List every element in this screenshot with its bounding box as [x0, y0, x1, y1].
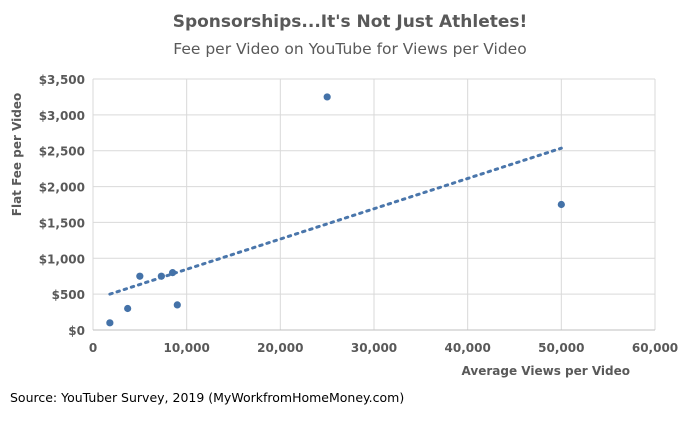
- y-tick-label: $3,500: [39, 73, 85, 87]
- y-tick-label: $0: [68, 324, 85, 338]
- data-point: [173, 301, 181, 309]
- data-point: [557, 200, 565, 209]
- x-tick-label: 10,000: [164, 341, 210, 355]
- y-tick-label: $500: [52, 288, 85, 302]
- x-tick-label: 60,000: [632, 341, 678, 355]
- y-tick-label: $2,500: [39, 145, 85, 159]
- data-point: [106, 319, 114, 327]
- x-tick-label: 40,000: [445, 341, 491, 355]
- x-axis-label: Average Views per Video: [462, 364, 630, 378]
- data-point: [136, 272, 144, 280]
- trendline: [108, 146, 563, 296]
- x-tick-label: 0: [89, 341, 97, 355]
- y-tick-label: $2,000: [39, 181, 85, 195]
- x-tick-label: 20,000: [257, 341, 303, 355]
- y-tick-label: $3,000: [39, 109, 85, 123]
- data-point: [323, 93, 331, 101]
- data-point: [157, 272, 165, 280]
- data-point: [124, 304, 132, 313]
- y-tick-label: $1,000: [39, 252, 85, 266]
- data-point: [169, 269, 177, 277]
- chart-title: Sponsorships...It's Not Just Athletes!: [172, 12, 528, 32]
- source-note: Source: YouTuber Survey, 2019 (MyWorkfro…: [10, 390, 405, 405]
- y-axis-label: Flat Fee per Video: [10, 93, 24, 216]
- x-tick-label: 50,000: [538, 341, 584, 355]
- chart-subtitle: Fee per Video on YouTube for Views per V…: [173, 40, 527, 58]
- y-tick-label: $1,500: [39, 216, 85, 230]
- x-tick-label: 30,000: [351, 341, 397, 355]
